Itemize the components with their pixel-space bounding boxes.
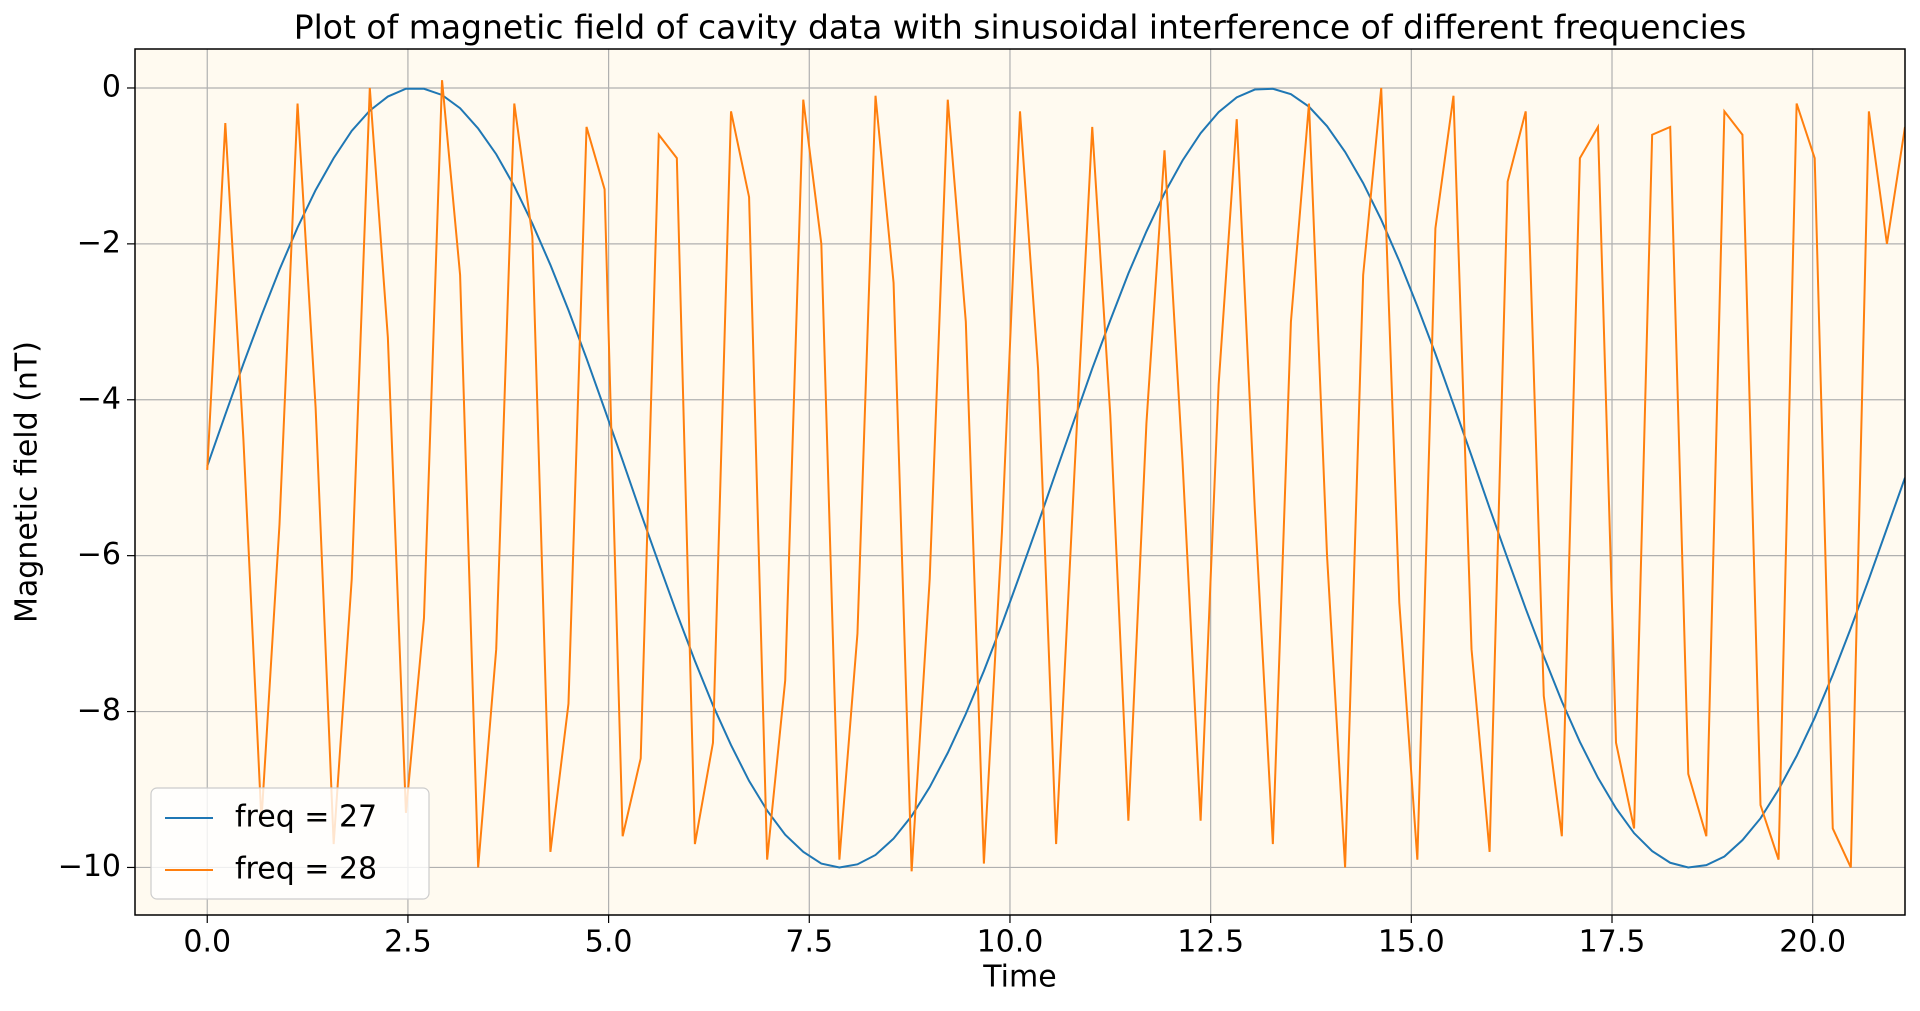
legend-label: freq = 27 (235, 800, 377, 835)
plot-area (135, 49, 1905, 915)
y-tick-label: −6 (77, 537, 121, 572)
plot-frame (134, 48, 1906, 916)
x-tick-label: 10.0 (977, 925, 1044, 960)
y-tick-label: −2 (77, 225, 121, 260)
legend-box (150, 787, 430, 900)
x-tick-label: 2.5 (384, 925, 432, 960)
y-tick-label: −8 (77, 693, 121, 728)
legend-label: freq = 28 (235, 852, 377, 887)
x-tick-label: 7.5 (785, 925, 833, 960)
x-tick-label: 0.0 (183, 925, 231, 960)
y-tick-label: 0 (102, 69, 121, 104)
y-tick-label: −10 (58, 849, 121, 884)
x-tick-label: 15.0 (1378, 925, 1445, 960)
chart-title: Plot of magnetic field of cavity data wi… (294, 8, 1747, 47)
x-tick-label: 12.5 (1177, 925, 1244, 960)
data-line (206, 80, 1905, 872)
y-tick-label: −4 (77, 381, 121, 416)
x-axis-label: Time (982, 960, 1056, 995)
x-tick-label: 5.0 (585, 925, 633, 960)
x-tick-label: 20.0 (1779, 925, 1846, 960)
legend: freq = 27 freq = 28 (150, 787, 430, 900)
data-line (206, 87, 1905, 869)
x-tick-label: 17.5 (1579, 925, 1646, 960)
y-axis-label: Magnetic field (nT) (10, 341, 45, 623)
